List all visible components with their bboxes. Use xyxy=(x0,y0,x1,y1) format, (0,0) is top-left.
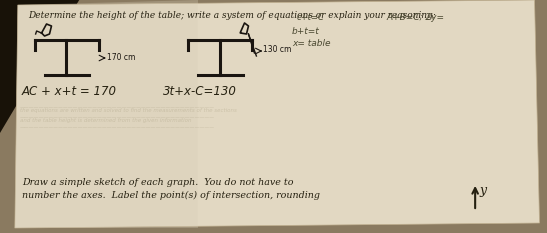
Text: ————————————————————————————————————————: ———————————————————————————————————————— xyxy=(20,115,215,120)
Text: ————————————————————————————————————————: ———————————————————————————————————————— xyxy=(20,125,215,130)
Polygon shape xyxy=(0,0,79,133)
Text: Draw a simple sketch of each graph.  You do not have to: Draw a simple sketch of each graph. You … xyxy=(22,178,293,187)
Text: the equations are written and solved to find the measurements of the sections: the equations are written and solved to … xyxy=(20,108,237,113)
Text: and the table height is determined from the given information: and the table height is determined from … xyxy=(20,118,191,123)
Text: x= table: x= table xyxy=(292,39,330,48)
Text: A+B=C; 2y=: A+B=C; 2y= xyxy=(386,13,444,22)
Text: b+t=t: b+t=t xyxy=(292,27,320,36)
Text: y: y xyxy=(479,184,486,197)
Text: c+t=C: c+t=C xyxy=(297,13,325,22)
Polygon shape xyxy=(15,0,198,228)
Polygon shape xyxy=(15,0,539,228)
Text: Determine the height of the table; write a system of equations or explain your r: Determine the height of the table; write… xyxy=(28,11,435,20)
Polygon shape xyxy=(0,0,49,103)
Text: number the axes.  Label the point(s) of intersection, rounding: number the axes. Label the point(s) of i… xyxy=(22,191,320,200)
Text: 130 cm: 130 cm xyxy=(263,45,292,55)
Text: ————————————————————————————————————————: ———————————————————————————————————————— xyxy=(20,105,215,110)
Text: 170 cm: 170 cm xyxy=(107,52,135,62)
Text: 3t+x-C=130: 3t+x-C=130 xyxy=(164,85,237,98)
Text: AC + x+t = 170: AC + x+t = 170 xyxy=(22,85,117,98)
